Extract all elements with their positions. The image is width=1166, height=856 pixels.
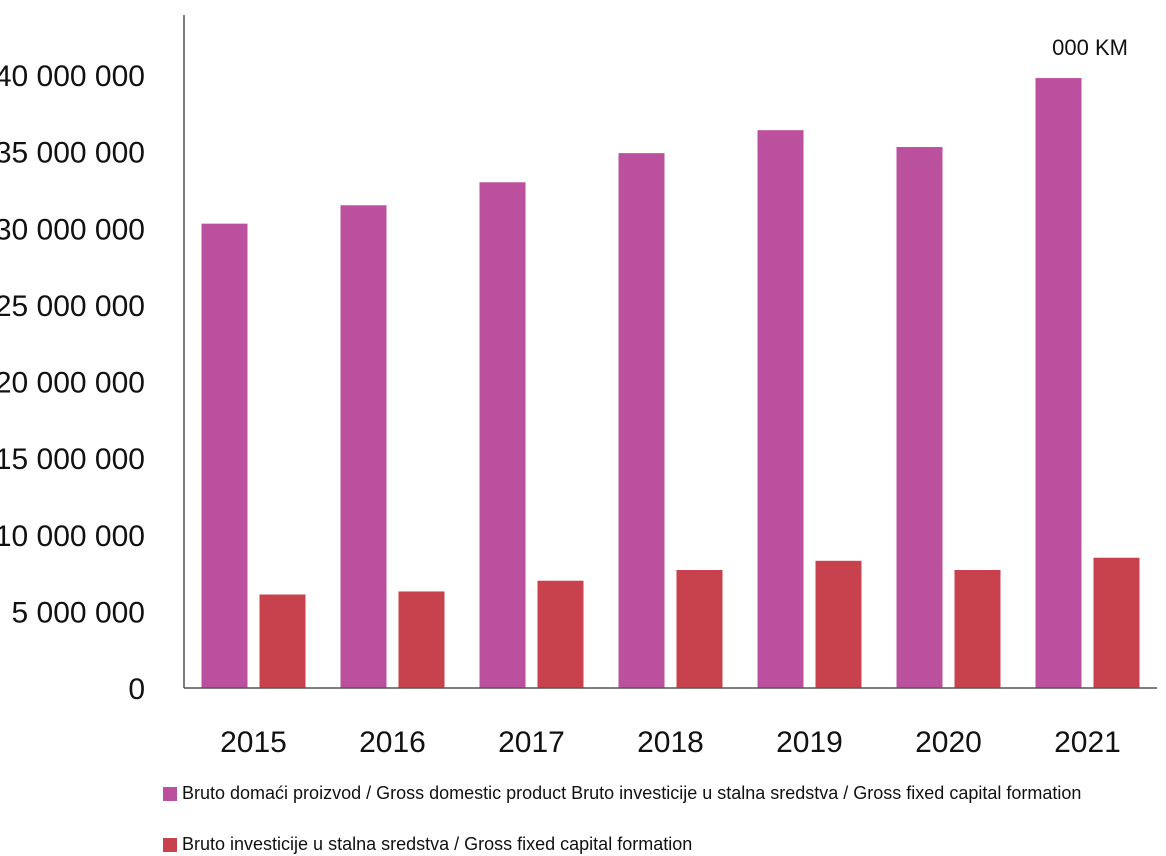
bar-gfcf-2019 xyxy=(815,560,862,688)
y-axis-ticks: 0 5 000 000 10 000 000 15 000 000 20 000 000… xyxy=(0,60,145,706)
x-tick-label: 2015 xyxy=(220,726,287,759)
bar-gfcf-2016 xyxy=(398,591,445,688)
bar-gdp-2018 xyxy=(618,153,665,689)
bar-gfcf-2018 xyxy=(676,569,723,688)
legend-label-gdp: Bruto domaći proizvod / Gross domestic p… xyxy=(182,783,1082,803)
bar-gdp-2020 xyxy=(896,147,943,689)
y-tick-label: 15 000 000 xyxy=(0,443,145,476)
y-tick-label: 20 000 000 xyxy=(0,367,145,400)
y-tick-label: 5 000 000 xyxy=(12,596,145,629)
bar-gfcf-2017 xyxy=(537,580,584,688)
bar-gdp-2017 xyxy=(479,182,526,688)
y-tick-label: 10 000 000 xyxy=(0,520,145,553)
bar-gdp-2019 xyxy=(757,130,804,689)
legend-swatch-gdp xyxy=(163,786,177,801)
bar-gfcf-2015 xyxy=(259,594,306,688)
y-tick-label: 0 xyxy=(128,673,145,706)
bar-gdp-2016 xyxy=(340,205,387,688)
bar-gfcf-2020 xyxy=(954,569,1001,688)
x-tick-label: 2020 xyxy=(915,726,982,759)
legend-item-gfcf: Bruto investicije u stalna sredstva / Gr… xyxy=(163,834,692,855)
y-tick-label: 30 000 000 xyxy=(0,213,145,246)
x-tick-label: 2019 xyxy=(776,726,843,759)
legend-swatch-gfcf xyxy=(163,837,177,852)
x-tick-label: 2021 xyxy=(1054,726,1121,759)
bar-chart: 0 5 000 000 10 000 000 15 000 000 20 000 000… xyxy=(0,15,1157,759)
bar-gdp-2021 xyxy=(1035,78,1082,688)
legend-item-gdp: Bruto domaći proizvod / Gross domestic p… xyxy=(163,783,1081,804)
x-tick-label: 2016 xyxy=(359,726,426,759)
bar-gfcf-2021 xyxy=(1093,557,1140,688)
legend-label-gfcf: Bruto investicije u stalna sredstva / Gr… xyxy=(182,834,693,854)
bars xyxy=(201,78,1140,689)
x-tick-label: 2018 xyxy=(637,726,704,759)
y-tick-label: 35 000 000 xyxy=(0,137,145,170)
unit-label: 000 KM xyxy=(1052,35,1128,60)
x-axis-ticks: 2015 2016 2017 2018 2019 2020 2021 xyxy=(220,726,1121,759)
y-tick-label: 25 000 000 xyxy=(0,290,145,323)
bar-gdp-2015 xyxy=(201,223,248,688)
y-tick-label: 40 000 000 xyxy=(0,60,145,93)
x-tick-label: 2017 xyxy=(498,726,565,759)
